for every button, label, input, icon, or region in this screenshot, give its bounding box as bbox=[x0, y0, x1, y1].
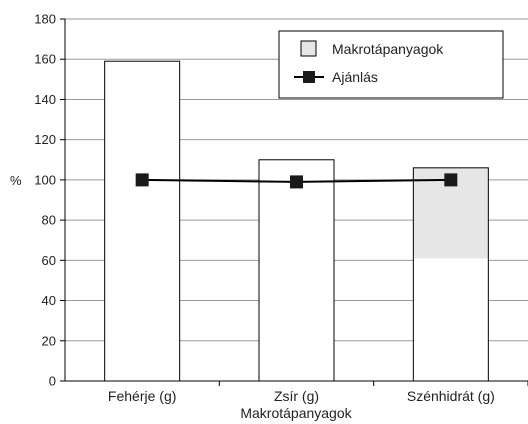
legend-marker-ajanlas bbox=[303, 71, 315, 83]
y-tick-label-120: 120 bbox=[34, 132, 56, 147]
y-tick-label-60: 60 bbox=[42, 253, 56, 268]
legend-label-ajanlas: Ajánlás bbox=[332, 69, 378, 85]
recommendation-marker-0 bbox=[135, 173, 149, 187]
y-tick-label-100: 100 bbox=[34, 172, 56, 187]
legend: Makrotápanyagok Ajánlás bbox=[278, 30, 504, 99]
legend-swatch-makrotapanyagok bbox=[300, 40, 317, 57]
y-tick-label-20: 20 bbox=[42, 333, 56, 348]
bar-fill-0 bbox=[104, 61, 180, 381]
legend-label-makrotapanyagok: Makrotápanyagok bbox=[332, 41, 444, 57]
y-tick-label-140: 140 bbox=[34, 92, 56, 107]
labels: % Makrotápanyagok bbox=[10, 173, 353, 421]
x-tick-label-0: Fehérje (g) bbox=[108, 388, 176, 404]
x-tick-label-1: Zsír (g) bbox=[274, 388, 319, 404]
recommendation-marker-2 bbox=[444, 173, 458, 187]
bars bbox=[104, 60, 489, 382]
x-axis-label: Makrotápanyagok bbox=[240, 405, 352, 421]
y-tick-label-40: 40 bbox=[42, 293, 56, 308]
recommendation-line bbox=[135, 173, 458, 189]
y-axis-label: % bbox=[10, 173, 22, 188]
axes: 0 20 40 60 80 100 120 140 160 180 Fehérje (g) Zsír … bbox=[34, 12, 528, 404]
bar-fill-1 bbox=[259, 159, 334, 381]
y-tick-label-0: 0 bbox=[49, 374, 56, 389]
y-tick-label-80: 80 bbox=[42, 213, 56, 228]
x-tick-label-2: Szénhidrát (g) bbox=[407, 388, 495, 404]
y-tick-label-160: 160 bbox=[34, 52, 56, 67]
y-tick-label-180: 180 bbox=[34, 12, 56, 27]
recommendation-marker-1 bbox=[290, 175, 303, 189]
